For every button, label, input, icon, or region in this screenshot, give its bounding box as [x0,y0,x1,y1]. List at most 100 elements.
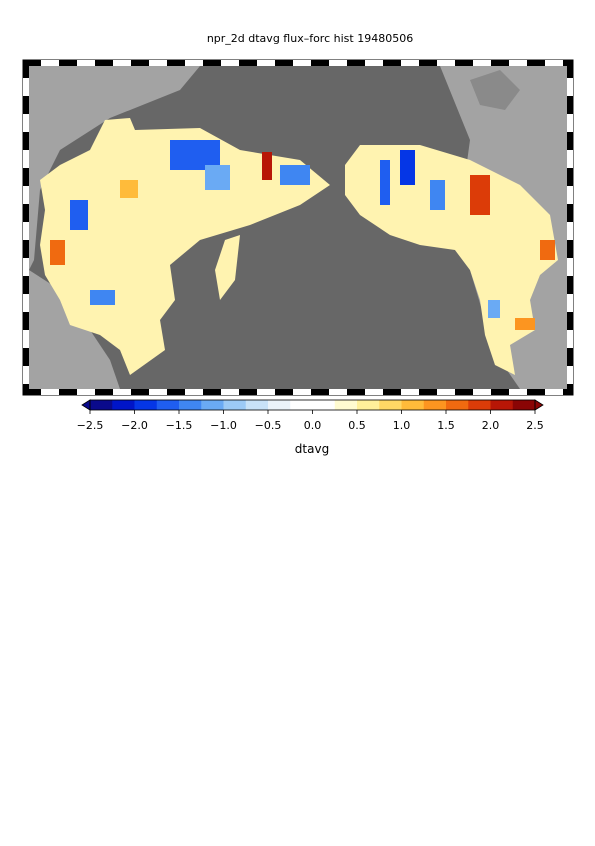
border-segment [437,389,455,395]
colorbar-swatch [245,400,269,410]
colorbar-swatch [401,400,425,410]
border-segment [23,366,29,384]
border-segment [567,258,573,276]
border-segment [203,389,221,395]
border-segment [239,60,257,66]
border-segment [311,389,329,395]
border-segment [167,60,185,66]
border-segment [401,60,419,66]
border-segment [491,389,509,395]
border-segment [23,168,29,186]
border-segment [77,389,95,395]
border-segment [185,60,203,66]
border-segment [567,312,573,330]
colorbar-swatch [468,400,491,410]
colorbar-tick-label: 1.0 [393,419,411,432]
border-segment [329,60,347,66]
border-segment [455,389,473,395]
border-segment [401,389,419,395]
border-segment [567,384,573,395]
border-segment [419,389,437,395]
border-segment [527,389,545,395]
border-segment [23,186,29,204]
border-segment [365,389,383,395]
border-segment [95,60,113,66]
border-segment [59,60,77,66]
border-segment [113,60,131,66]
border-segment [567,240,573,258]
border-segment [437,60,455,66]
colorbar-tick-label: −2.5 [77,419,104,432]
border-segment [293,60,311,66]
data-field [215,235,240,300]
colorbar-swatch [312,400,336,410]
border-segment [239,389,257,395]
border-segment [113,389,131,395]
border-segment [567,96,573,114]
border-segment [221,60,239,66]
border-segment [365,60,383,66]
border-segment [509,60,527,66]
colorbar-swatch [512,400,536,410]
border-segment [257,389,275,395]
border-segment [329,389,347,395]
border-segment [23,240,29,258]
colorbar-tick-label: −1.0 [210,419,237,432]
border-segment [383,60,401,66]
border-segment [383,389,401,395]
border-segment [23,312,29,330]
border-segment [567,276,573,294]
colorbar-swatch [112,400,135,410]
colorbar-swatch [201,400,224,410]
border-segment [23,389,41,395]
border-segment [23,204,29,222]
border-segment [567,168,573,186]
colorbar-tick-label: 1.5 [437,419,455,432]
border-segment [567,186,573,204]
border-segment [419,60,437,66]
border-segment [567,60,573,78]
border-segment [23,222,29,240]
border-segment [23,384,29,395]
border-segment [131,60,149,66]
data-field [345,145,558,375]
border-segment [275,60,293,66]
border-segment [59,389,77,395]
border-segment [567,222,573,240]
border-segment [23,114,29,132]
border-segment [509,389,527,395]
colorbar-tick-label: 2.5 [526,419,544,432]
border-segment [311,60,329,66]
border-segment [567,150,573,168]
land [29,270,120,389]
colorbar-tick-label: 0.0 [304,419,322,432]
colorbar-swatch [134,400,158,410]
data-anomalies [50,140,555,330]
border-segment [23,60,29,78]
colorbar-swatch [90,400,113,410]
colorbar-swatch [179,400,202,410]
border-segment [41,389,59,395]
colorbar-swatch [290,400,313,410]
border-segment [567,78,573,96]
border-segment [23,150,29,168]
land [470,70,520,110]
colorbar: −2.5 −2.0 −1.5 −1.0 −0.5 0.0 0.5 1.0 1.5 2.0 2.5 [77,399,544,432]
border-segment [257,60,275,66]
border-segment [455,60,473,66]
colorbar-swatch [379,400,402,410]
colorbar-label: dtavg [295,442,329,456]
border-segment [347,389,365,395]
border-segment [473,60,491,66]
border-segment [491,60,509,66]
border-segment [567,330,573,348]
data-field [40,118,330,375]
border-segment [567,348,573,366]
border-segment [149,389,167,395]
border-segment [567,132,573,150]
colorbar-extend-low [81,399,91,411]
border-segment [77,60,95,66]
border-segment [23,60,41,66]
border-segment [167,389,185,395]
